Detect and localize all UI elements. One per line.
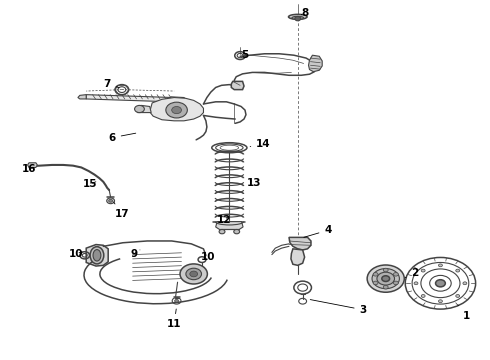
Circle shape (383, 268, 388, 272)
Polygon shape (86, 244, 108, 266)
Circle shape (393, 273, 398, 276)
Polygon shape (150, 98, 203, 121)
Text: 12: 12 (217, 215, 232, 225)
Ellipse shape (90, 247, 104, 264)
Text: 4: 4 (304, 225, 332, 237)
Polygon shape (171, 97, 185, 102)
Text: 17: 17 (114, 202, 129, 219)
Circle shape (367, 265, 404, 292)
Text: 10: 10 (69, 248, 84, 258)
Circle shape (456, 294, 460, 297)
Polygon shape (27, 163, 37, 167)
Polygon shape (309, 55, 322, 72)
Circle shape (456, 269, 460, 272)
Circle shape (393, 281, 398, 285)
Text: 10: 10 (201, 252, 216, 262)
Circle shape (190, 271, 197, 277)
Circle shape (166, 102, 187, 118)
Text: 16: 16 (22, 164, 36, 174)
Circle shape (373, 273, 378, 276)
Text: 9: 9 (130, 248, 140, 258)
Polygon shape (231, 81, 244, 90)
Circle shape (295, 17, 301, 21)
Circle shape (421, 269, 425, 272)
Text: 13: 13 (246, 178, 261, 188)
Text: 15: 15 (82, 179, 97, 189)
Circle shape (436, 280, 445, 287)
Circle shape (377, 272, 394, 285)
Circle shape (186, 268, 201, 280)
Circle shape (439, 264, 442, 267)
Polygon shape (291, 249, 305, 265)
Circle shape (107, 198, 115, 204)
Circle shape (383, 285, 388, 289)
Polygon shape (78, 95, 86, 99)
Polygon shape (216, 222, 243, 229)
Circle shape (463, 282, 467, 285)
Ellipse shape (292, 16, 304, 19)
Text: 3: 3 (310, 300, 367, 315)
Text: 14: 14 (250, 139, 271, 149)
Text: 11: 11 (167, 309, 181, 329)
Circle shape (382, 276, 390, 282)
Polygon shape (86, 95, 172, 102)
Circle shape (421, 294, 425, 297)
Circle shape (109, 199, 113, 202)
Text: 8: 8 (301, 8, 308, 18)
Circle shape (174, 300, 178, 302)
Circle shape (135, 105, 145, 113)
Circle shape (372, 269, 399, 289)
Polygon shape (289, 237, 311, 250)
Circle shape (172, 107, 181, 114)
Ellipse shape (93, 249, 101, 261)
Circle shape (219, 229, 225, 234)
Text: 1: 1 (458, 305, 470, 320)
Circle shape (180, 264, 207, 284)
Circle shape (439, 300, 442, 303)
Text: 2: 2 (405, 268, 418, 278)
Polygon shape (137, 105, 151, 113)
Circle shape (373, 281, 378, 285)
Circle shape (234, 229, 240, 234)
Text: 7: 7 (103, 79, 119, 89)
Circle shape (414, 282, 418, 285)
Ellipse shape (289, 14, 307, 19)
Text: 5: 5 (242, 50, 248, 60)
Text: 6: 6 (108, 133, 136, 143)
